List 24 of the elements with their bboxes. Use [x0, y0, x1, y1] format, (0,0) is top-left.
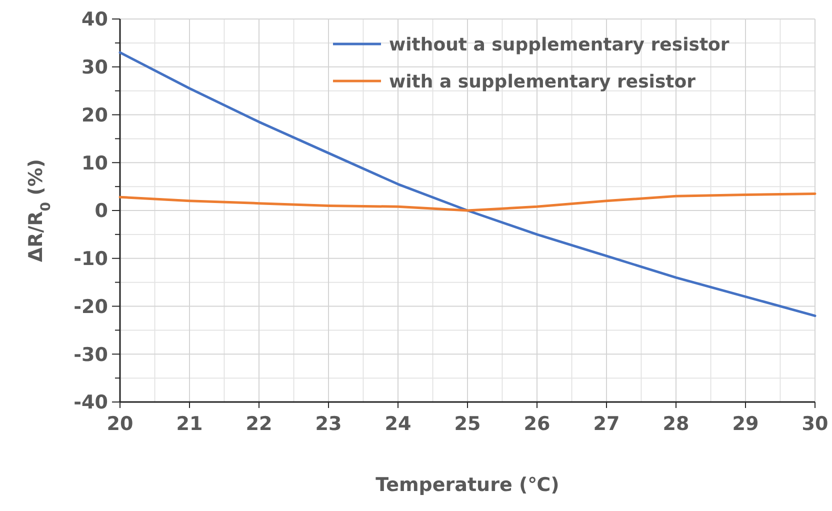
x-tick-label: 26: [524, 413, 550, 435]
x-tick-label: 22: [246, 413, 272, 435]
x-tick-label: 28: [662, 413, 690, 435]
y-tick-label: 10: [82, 152, 108, 174]
x-tick-label: 24: [384, 413, 412, 435]
line-series: [118, 192, 816, 212]
y-tick-label: 30: [82, 56, 108, 79]
x-tick-label: 29: [732, 413, 759, 435]
x-tick-label: 21: [176, 413, 203, 435]
x-tick-label: 20: [106, 413, 134, 435]
y-tick-label: -30: [74, 344, 108, 366]
x-tick-label: 27: [593, 413, 620, 435]
x-tick-label: 23: [315, 413, 342, 435]
y-tick-label: -40: [74, 392, 108, 414]
y-tick-label: -20: [74, 296, 108, 318]
legend-label: without a supplementary resistor: [389, 34, 730, 56]
legend-label: with a supplementary resistor: [389, 71, 696, 92]
y-tick-label: -10: [74, 248, 108, 270]
x-axis-title: Temperature (℃): [376, 474, 560, 496]
y-tick-label: 40: [82, 8, 108, 31]
y-tick-label: 0: [94, 200, 108, 222]
x-tick-label: 30: [802, 413, 828, 435]
y-tick-label: 20: [82, 104, 108, 126]
x-tick-label: 25: [454, 413, 481, 435]
